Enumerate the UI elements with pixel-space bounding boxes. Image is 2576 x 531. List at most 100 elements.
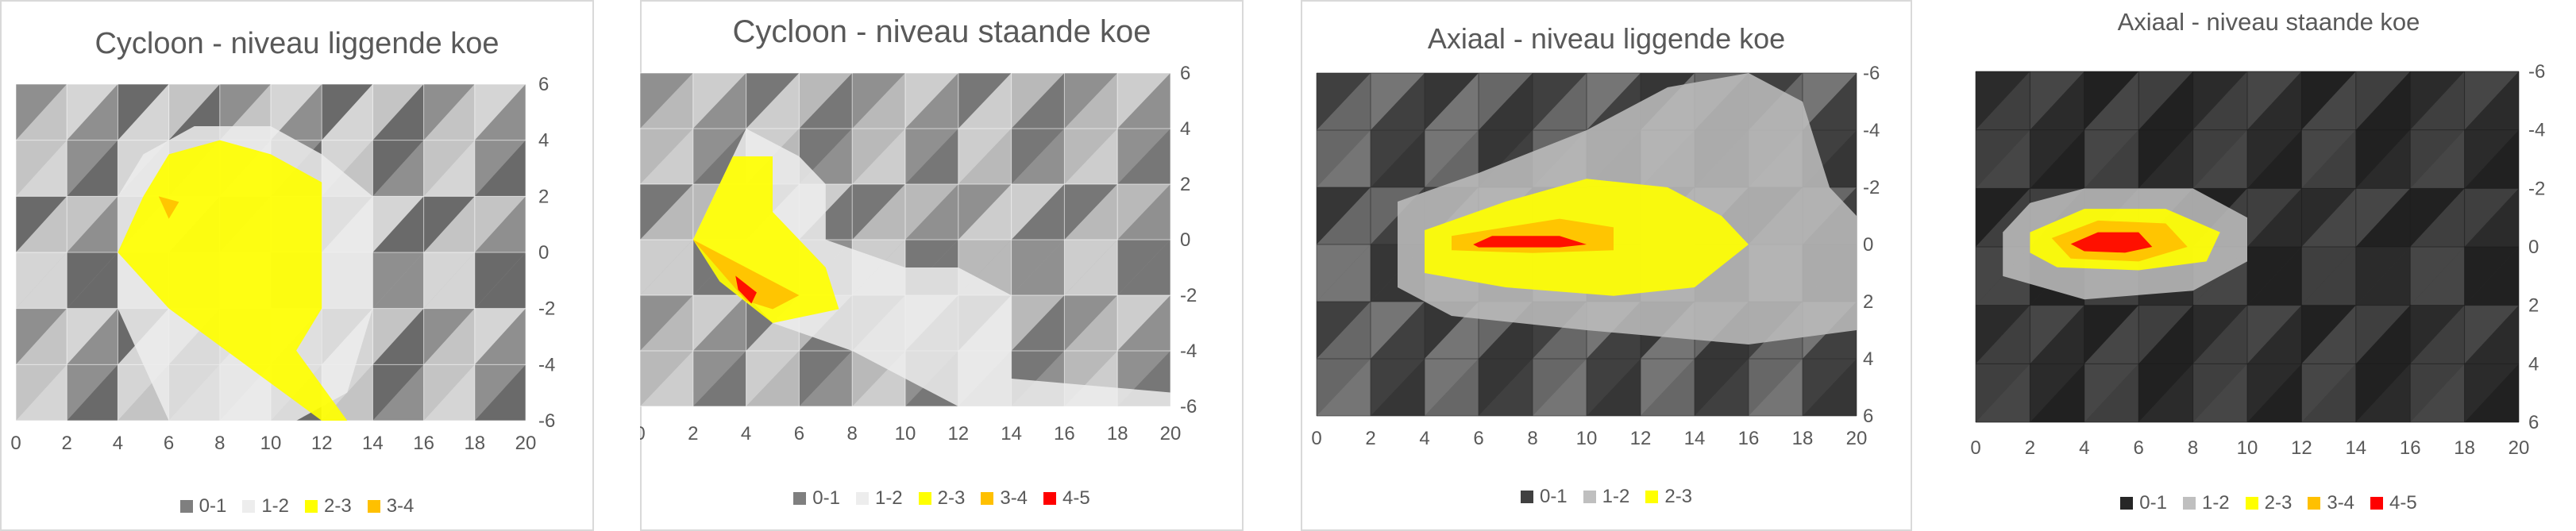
surface-cell — [1641, 359, 1695, 416]
legend-label: 4-5 — [2389, 492, 2417, 514]
y-tick-label: 6 — [1180, 63, 1190, 84]
y-tick-label: 4 — [1863, 348, 1873, 370]
x-tick-label: 10 — [895, 423, 916, 444]
legend-item: 2-3 — [918, 487, 965, 510]
contour-band-3-4 — [692, 240, 800, 310]
legend: 0-1 1-2 2-3 3-4 4-5 — [1961, 492, 2576, 515]
surface-cell — [1976, 305, 2030, 364]
surface-cell — [16, 308, 67, 365]
surface-cell — [1064, 129, 1118, 184]
surface-cell — [1011, 73, 1065, 129]
x-tick-label: 0 — [1311, 428, 1321, 449]
legend-item: 1-2 — [242, 495, 289, 518]
surface-cell — [423, 364, 475, 421]
legend-label: 2-3 — [324, 495, 352, 517]
surface-cell — [16, 140, 67, 197]
y-tick-label: 0 — [2528, 237, 2539, 258]
y-tick-label: -2 — [538, 298, 555, 320]
surface-cell — [67, 252, 118, 309]
legend-label: 3-4 — [2327, 492, 2355, 514]
legend-swatch — [1520, 491, 1533, 503]
chart-cycloon-liggend: Cycloon - niveau liggende koe 0 2 4 6 8 10 12 1… — [0, 0, 594, 531]
surface-cell — [640, 73, 693, 129]
legend-swatch — [367, 500, 380, 513]
x-tick-label: 18 — [464, 433, 485, 454]
legend-label: 4-5 — [1062, 487, 1090, 509]
surface-cell — [423, 140, 475, 197]
surface-cell — [2464, 188, 2519, 247]
x-tick-label: 4 — [1419, 428, 1429, 449]
surface-cell — [640, 184, 693, 240]
x-tick-label: 6 — [2134, 437, 2144, 459]
x-tick-label: 10 — [2237, 437, 2258, 459]
y-tick-label: 0 — [1180, 229, 1190, 251]
legend-swatch — [918, 492, 931, 505]
legend-label: 3-4 — [1000, 487, 1028, 509]
surface-cell — [2464, 364, 2519, 422]
surface-cell — [372, 196, 424, 252]
y-tick-label: -6 — [2528, 61, 2545, 83]
y-tick-label: -4 — [538, 354, 555, 375]
y-tick-label: -2 — [2528, 178, 2545, 199]
x-tick-label: 18 — [2454, 437, 2475, 459]
x-tick-label: 4 — [2079, 437, 2089, 459]
surface-cell — [322, 364, 373, 421]
surface-cell — [746, 73, 800, 129]
surface-cell — [1117, 129, 1170, 184]
x-tick-label: 6 — [1473, 428, 1483, 449]
legend-swatch — [793, 492, 807, 505]
surface-cell — [2192, 364, 2247, 422]
chart-axiaal-staand: Axiaal - niveau staande koe 0 2 4 6 8 10 12 14 1… — [1961, 0, 2576, 531]
surface-cell — [1425, 359, 1479, 416]
surface-cell — [1011, 129, 1065, 184]
x-tick-label: 16 — [1738, 428, 1760, 449]
surface-cell — [67, 364, 118, 421]
legend-label: 0-1 — [1539, 486, 1568, 507]
surface-cell — [474, 140, 526, 197]
surface-cell — [2138, 305, 2193, 364]
y-tick-label: 2 — [538, 186, 549, 207]
legend-item: 4-5 — [2370, 492, 2417, 514]
surface-cell — [640, 240, 693, 295]
surface-cell — [474, 84, 526, 140]
surface-cell — [2192, 305, 2247, 364]
surface-cell — [67, 84, 118, 140]
legend-swatch — [981, 492, 994, 505]
surface-cell — [1371, 130, 1425, 187]
surface-cell — [1976, 247, 2030, 306]
surface-cell — [692, 295, 746, 351]
surface-cell — [1803, 359, 1857, 416]
y-tick-label: 4 — [538, 130, 549, 152]
x-tick-label: 16 — [413, 433, 434, 454]
surface-cell — [474, 196, 526, 252]
y-tick-label: 0 — [538, 242, 549, 264]
legend: 0-1 1-2 2-3 — [1301, 486, 1912, 509]
legend-item: 3-4 — [2308, 492, 2354, 514]
legend-label: 2-3 — [1664, 486, 1693, 507]
surface-cell — [1011, 240, 1065, 295]
surface-cell — [474, 140, 526, 197]
y-tick-label: 4 — [2528, 353, 2539, 375]
surface-cell — [1117, 73, 1170, 129]
surface-cell — [474, 252, 526, 309]
x-tick-label: 14 — [1001, 423, 1022, 444]
surface-cell — [322, 84, 373, 140]
surface-cell — [271, 84, 322, 140]
legend-item: 1-2 — [2182, 492, 2230, 514]
legend-item: 2-3 — [2245, 492, 2292, 514]
y-tick-label: 6 — [1863, 406, 1873, 427]
surface-cell — [372, 84, 424, 140]
legend-swatch — [855, 492, 869, 505]
surface-cell — [67, 196, 118, 252]
surface-cell — [372, 84, 424, 140]
legend-swatch — [2182, 497, 2196, 510]
surface-cell — [1317, 73, 1371, 130]
surface-cell — [372, 308, 424, 365]
legend-item: 1-2 — [1583, 486, 1629, 508]
surface-cell — [640, 295, 693, 351]
surface-cell — [2247, 71, 2302, 130]
surface-cell — [16, 364, 67, 421]
surface-cell — [692, 73, 746, 129]
